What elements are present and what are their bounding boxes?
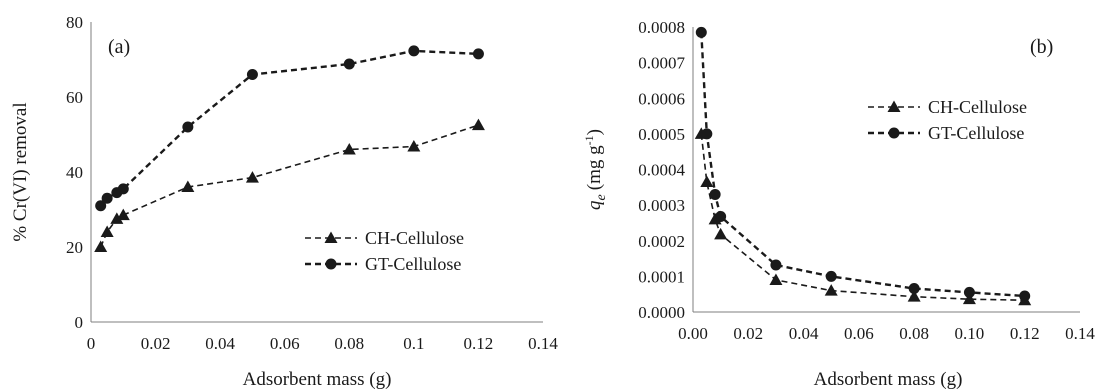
x-tick-label: 0.1 xyxy=(403,334,424,353)
y-axis-title-unit: (mg g xyxy=(584,145,605,190)
data-point-gt-cellulose xyxy=(182,121,194,133)
panel-label: (b) xyxy=(1030,36,1053,58)
x-tick-label: 0.04 xyxy=(789,324,819,343)
legend-label: CH-Cellulose xyxy=(365,228,464,248)
y-tick-label: 0.0005 xyxy=(638,125,685,144)
y-tick-label: 0.0003 xyxy=(638,196,685,215)
data-point-ch-cellulose xyxy=(94,240,108,252)
data-point-ch-cellulose xyxy=(407,140,421,152)
x-tick-label: 0.10 xyxy=(955,324,985,343)
x-tick-label: 0.04 xyxy=(205,334,235,353)
x-tick-label: 0.14 xyxy=(1065,324,1095,343)
y-tick-label: 0 xyxy=(75,313,84,332)
y-tick-label: 0.0006 xyxy=(638,89,685,108)
data-point-gt-cellulose xyxy=(1019,290,1031,302)
x-tick-label: 0.02 xyxy=(733,324,763,343)
series-line-ch-cellulose xyxy=(700,133,1025,301)
data-point-ch-cellulose xyxy=(714,227,728,240)
data-point-ch-cellulose xyxy=(769,273,783,285)
x-tick-label: 0.06 xyxy=(844,324,874,343)
x-axis-title: Adsorbent mass (g) xyxy=(814,369,963,389)
y-tick-label: 0.0008 xyxy=(638,18,685,37)
x-axis-title: Adsorbent mass (g) xyxy=(243,369,392,389)
y-tick-label: 0.0004 xyxy=(638,161,685,180)
y-tick-label: 0.0007 xyxy=(638,54,685,73)
x-tick-label: 0.08 xyxy=(334,334,364,353)
x-tick-label: 0.06 xyxy=(270,334,300,353)
data-point-ch-cellulose xyxy=(181,180,195,192)
x-tick-label: 0.12 xyxy=(464,334,494,353)
legend-label: GT-Cellulose xyxy=(365,254,461,274)
y-axis-title-subscript: e xyxy=(594,194,609,200)
data-point-ch-cellulose xyxy=(962,292,976,305)
y-tick-label: 0.0002 xyxy=(638,232,685,251)
data-point-gt-cellulose xyxy=(472,48,484,60)
x-tick-label: 0 xyxy=(87,334,96,353)
x-tick-label: 0.00 xyxy=(678,324,708,343)
data-point-gt-cellulose xyxy=(117,183,129,195)
data-point-gt-cellulose xyxy=(709,188,721,200)
y-axis-title: qe (mg g-1) xyxy=(582,129,609,210)
data-point-ch-cellulose xyxy=(907,290,921,302)
x-tick-label: 0.08 xyxy=(899,324,929,343)
data-point-ch-cellulose xyxy=(471,118,485,131)
chart-panel-b: 0.00 0.02 0.04 0.06 0.08 0.10 0.12 0.14 0.0000 0.… xyxy=(582,18,1095,389)
legend-marker xyxy=(888,127,900,139)
data-point-gt-cellulose xyxy=(695,26,707,38)
y-axis-title-superscript: -1 xyxy=(582,135,596,145)
x-tick-label: 0.12 xyxy=(1010,324,1040,343)
y-tick-label: 20 xyxy=(66,238,83,257)
data-point-gt-cellulose xyxy=(95,200,107,212)
data-point-ch-cellulose xyxy=(342,143,356,155)
data-point-gt-cellulose xyxy=(408,45,420,57)
y-axis-title-symbol: q xyxy=(584,200,605,210)
data-point-ch-cellulose xyxy=(116,208,130,221)
legend-marker xyxy=(325,258,337,270)
legend-label: GT-Cellulose xyxy=(928,123,1024,143)
y-axis-title: % Cr(VI) removal xyxy=(10,102,31,241)
data-point-ch-cellulose xyxy=(700,175,714,187)
data-point-ch-cellulose xyxy=(245,171,259,183)
x-tick-label: 0.02 xyxy=(141,334,171,353)
data-point-gt-cellulose xyxy=(825,270,837,282)
data-point-ch-cellulose xyxy=(100,225,114,237)
y-tick-label: 40 xyxy=(66,163,83,182)
y-tick-label: 0.0001 xyxy=(638,267,685,286)
data-point-gt-cellulose xyxy=(701,128,713,140)
data-point-gt-cellulose xyxy=(908,282,920,294)
data-point-gt-cellulose xyxy=(963,286,975,298)
data-point-ch-cellulose xyxy=(110,212,124,224)
data-point-gt-cellulose xyxy=(715,211,727,223)
legend-label: CH-Cellulose xyxy=(928,97,1027,117)
y-tick-label: 80 xyxy=(66,13,83,32)
y-axis-title-close: ) xyxy=(584,129,605,135)
panel-label: (a) xyxy=(108,36,130,58)
data-point-gt-cellulose xyxy=(101,192,113,204)
y-tick-label: 0.0000 xyxy=(638,303,685,322)
y-tick-label: 60 xyxy=(66,88,83,107)
legend-marker xyxy=(887,100,901,112)
data-point-gt-cellulose xyxy=(246,69,258,80)
data-point-gt-cellulose xyxy=(343,58,355,70)
x-tick-label: 0.14 xyxy=(528,334,558,353)
data-point-ch-cellulose xyxy=(824,284,838,296)
chart-panel-a: 0 0.02 0.04 0.06 0.08 0.1 0.12 0.14 0 20 40 60 80 Ads… xyxy=(10,13,558,389)
series-line-gt-cellulose xyxy=(99,49,479,207)
series-line-gt-cellulose xyxy=(700,32,1025,298)
data-point-gt-cellulose xyxy=(770,259,782,271)
legend-marker xyxy=(324,231,338,243)
